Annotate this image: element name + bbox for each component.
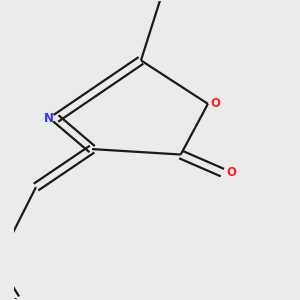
Text: N: N (44, 112, 54, 125)
Text: O: O (226, 166, 236, 179)
Text: O: O (210, 98, 220, 110)
